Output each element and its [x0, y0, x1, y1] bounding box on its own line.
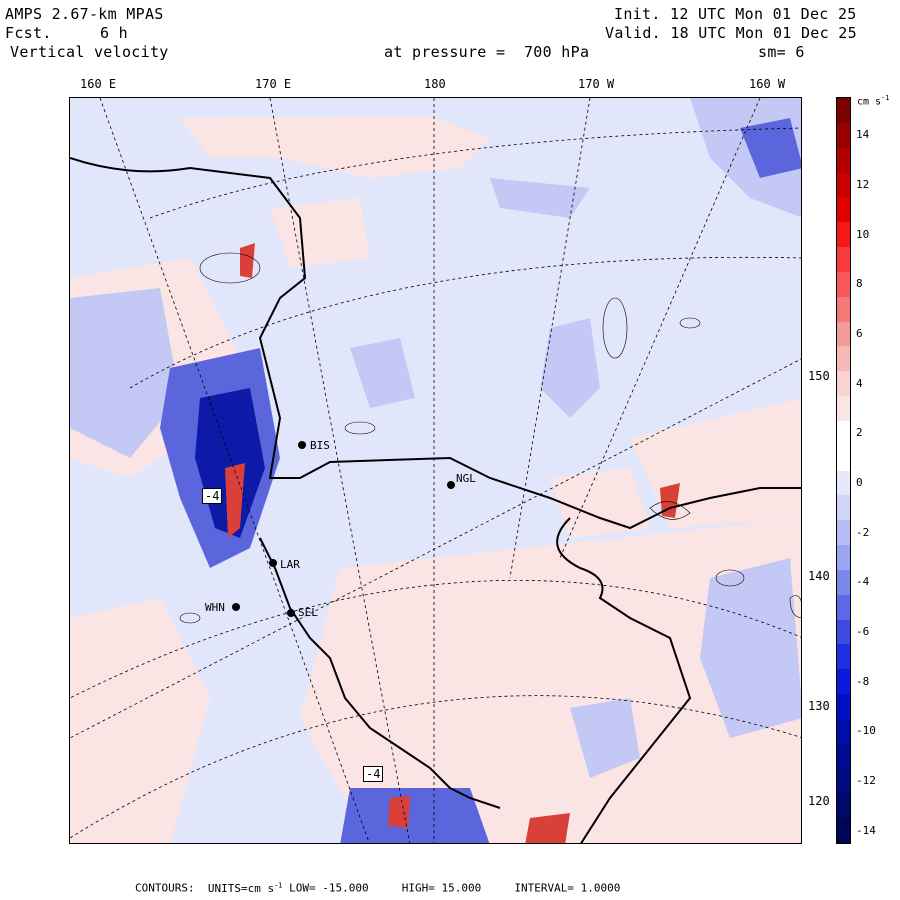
- model-title: AMPS 2.67-km MPAS: [5, 5, 164, 23]
- colorbar-swatch: [837, 98, 850, 124]
- forecast-label: Fcst.: [5, 24, 52, 42]
- station-ngl-label: NGL: [456, 472, 476, 485]
- colorbar-swatch: [837, 669, 850, 695]
- colorbar-tick-label: 8: [856, 277, 863, 291]
- smoothing-value: sm= 6: [758, 43, 805, 61]
- contour-lines: [179, 252, 801, 624]
- colorbar-swatch: [837, 445, 850, 471]
- pressure-level: at pressure = 700 hPa: [384, 43, 590, 61]
- init-time: Init. 12 UTC Mon 01 Dec 25: [614, 5, 857, 23]
- colorbar-tick-label: -2: [856, 525, 870, 539]
- colorbar-swatch: [837, 470, 850, 496]
- colorbar-swatch: [837, 396, 850, 422]
- lon-label-170e: 170 E: [255, 77, 292, 91]
- station-ngl-marker: [447, 481, 455, 489]
- colorbar-swatch: [837, 420, 850, 447]
- colorbar-swatch: [837, 222, 850, 248]
- colorbar-tick-label: 6: [856, 326, 863, 340]
- colorbar-swatch: [837, 594, 850, 620]
- colorbar-tick-label: 12: [856, 177, 870, 191]
- station-bis-label: BIS: [310, 439, 330, 452]
- station-sel-marker: [287, 609, 295, 617]
- colorbar-swatch: [837, 569, 850, 596]
- valid-time: Valid. 18 UTC Mon 01 Dec 25: [605, 24, 857, 42]
- colorbar-tick-label: -10: [856, 724, 876, 738]
- station-whn-label: WHN: [205, 601, 225, 614]
- colorbar-swatch: [837, 545, 850, 571]
- footer-high: HIGH= 15.000: [401, 881, 482, 895]
- colorbar-tick-label: -12: [856, 773, 876, 787]
- colorbar-tick-label: 10: [856, 227, 870, 241]
- colorbar-swatch: [837, 122, 850, 149]
- positive-velocity-regions: [70, 116, 801, 843]
- strong-downward-motion: [160, 118, 801, 843]
- colorbar-swatch: [837, 718, 850, 745]
- colorbar-tick-label: -8: [856, 674, 870, 688]
- station-sel-label: SEL: [298, 606, 318, 619]
- colorbar-swatch: [837, 694, 850, 720]
- colorbar-swatch: [837, 619, 850, 645]
- colorbar-swatch: [837, 520, 850, 546]
- vertical-velocity-map: -4 -4 BIS NGL LAR WHN SEL: [69, 97, 802, 844]
- lat-label-140w: 140 W: [808, 569, 845, 583]
- colorbar-swatch: [837, 296, 850, 322]
- contour-label-b: -4: [363, 766, 384, 782]
- station-whn-marker: [232, 603, 240, 611]
- station-lar-label: LAR: [280, 558, 300, 571]
- colorbar-swatch: [837, 346, 850, 372]
- lon-label-170w: 170 W: [578, 77, 615, 91]
- colorbar-tick-label: 0: [856, 475, 863, 489]
- contour-footer: CONTOURS: UNITS=cm s-1 LOW= -15.000 HIGH…: [135, 881, 620, 895]
- colorbar-tick-label: 14: [856, 128, 870, 142]
- colorbar: [836, 97, 851, 844]
- forecast-hour: 6 h: [100, 24, 128, 42]
- map-canvas: [70, 98, 801, 843]
- station-lar-marker: [269, 559, 277, 567]
- colorbar-swatch: [837, 172, 850, 198]
- colorbar-swatch: [837, 321, 850, 347]
- colorbar-tick-label: 2: [856, 426, 863, 440]
- lon-label-180: 180: [424, 77, 446, 91]
- footer-low: LOW= -15.000: [289, 881, 369, 895]
- coastline: [70, 157, 801, 843]
- contour-label-a: -4: [202, 488, 223, 504]
- colorbar-tick-label: -4: [856, 575, 870, 589]
- footer-interval: INTERVAL= 1.0000: [514, 881, 621, 895]
- colorbar-swatch: [837, 743, 850, 769]
- colorbar-swatch: [837, 768, 850, 794]
- footer-contours: CONTOURS:: [135, 881, 195, 895]
- footer-units: UNITS=cm s-1: [207, 881, 283, 895]
- colorbar-unit: cm s-1: [857, 94, 890, 108]
- strong-upward-motion: [225, 243, 680, 843]
- colorbar-swatch: [837, 271, 850, 298]
- colorbar-swatch: [837, 371, 850, 397]
- colorbar-swatch: [837, 644, 850, 670]
- field-name: Vertical velocity: [10, 43, 169, 61]
- lon-label-160w: 160 W: [749, 77, 786, 91]
- colorbar-swatch: [837, 495, 850, 521]
- colorbar-tick-label: 4: [856, 376, 863, 390]
- colorbar-swatch: [837, 818, 850, 844]
- colorbar-swatch: [837, 793, 850, 819]
- colorbar-swatch: [837, 197, 850, 223]
- station-bis-marker: [298, 441, 306, 449]
- colorbar-tick-label: -6: [856, 624, 870, 638]
- colorbar-swatch: [837, 247, 850, 273]
- negative-velocity-regions: [70, 98, 801, 778]
- colorbar-tick-label: -14: [856, 823, 876, 837]
- lon-label-160e: 160 E: [80, 77, 117, 91]
- colorbar-swatch: [837, 147, 850, 173]
- graticule: [70, 98, 801, 843]
